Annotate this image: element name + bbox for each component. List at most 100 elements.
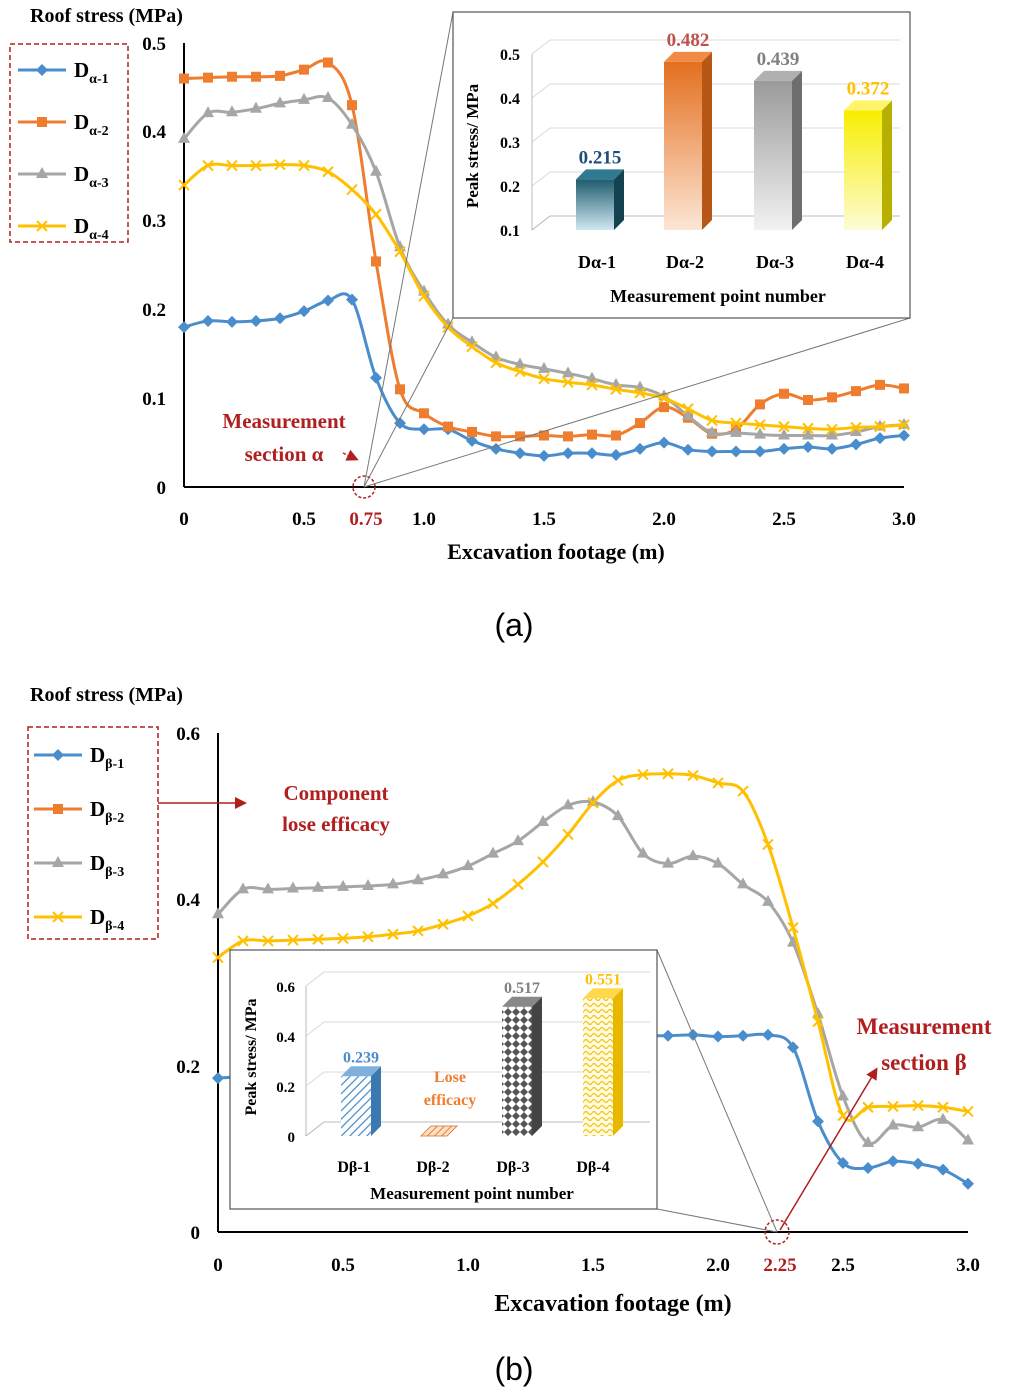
- panel-a-y-tick: 0.2: [142, 300, 166, 321]
- panel-b-inset-category: Dβ-3: [496, 1159, 529, 1176]
- panel-a-series-point-2: [659, 402, 669, 413]
- panel-b-series-point-1: [887, 1155, 899, 1168]
- panel-b-series-point-4: [262, 935, 274, 947]
- panel-a-inset-value-label: 0.372: [847, 78, 890, 99]
- panel-b-series-point-4: [712, 777, 724, 789]
- panel-a-series-point-2: [851, 386, 861, 397]
- panel-a-series-point-2: [419, 408, 429, 419]
- panel-b-series-point-4: [862, 1101, 874, 1113]
- panel-a-legend-label-3: Dα-3: [74, 162, 109, 191]
- panel-b-series-point-3: [412, 873, 424, 885]
- panel-b-inset-lose-line2: efficacy: [424, 1092, 476, 1109]
- panel-b-series-point-3: [837, 1089, 849, 1101]
- panel-b-series-point-3: [912, 1120, 924, 1132]
- panel-b-series-point-4: [612, 774, 624, 787]
- panel-b-inset-y-tick: 0: [288, 1130, 296, 1146]
- panel-a-series-point-3: [562, 366, 574, 378]
- panel-a-inset-y-tick: 0.4: [500, 91, 520, 108]
- panel-a-series-point-2: [611, 430, 621, 441]
- panel-a-series-point-2: [875, 379, 885, 390]
- panel-b-series-point-4: [737, 785, 749, 797]
- panel-a-x-tick: 0.5: [292, 509, 316, 530]
- panel-a-series-point-1: [466, 434, 478, 447]
- panel-a-series-point-1: [226, 315, 238, 328]
- panel-a-inset-value-label: 0.439: [757, 49, 800, 70]
- panel-b-series-point-1: [787, 1041, 799, 1054]
- panel-a-series-point-4: [298, 159, 310, 172]
- panel-a-series-point-2: [371, 256, 381, 267]
- panel-a-inset-y-tick: 0.3: [500, 135, 520, 152]
- panel-a-inset-bar-side: [792, 70, 802, 230]
- panel-b-x-tick: 0: [213, 1255, 223, 1276]
- panel-b-series-point-4: [637, 768, 649, 781]
- panel-a-series-point-1: [730, 445, 742, 458]
- panel-b-series-point-4: [562, 828, 574, 841]
- panel-a-series-point-2: [539, 430, 549, 441]
- panel-a-series-point-4: [826, 423, 838, 435]
- panel-a-legend-marker-1: [36, 64, 48, 76]
- panel-a-annotation-line2: section α: [245, 442, 324, 466]
- panel-a-series-point-2: [347, 100, 357, 111]
- panel-a-x-title: Excavation footage (m): [447, 539, 665, 564]
- panel-b-y-tick: 0: [191, 1223, 201, 1244]
- panel-a-series-group: [178, 57, 910, 462]
- panel-a-y-tick: 0.3: [142, 211, 166, 232]
- panel-b-y-title: Roof stress (MPa): [30, 684, 183, 706]
- panel-b-series-point-3: [712, 856, 724, 868]
- panel-b-series-point-3: [687, 849, 699, 861]
- panel-a-series-point-1: [850, 438, 862, 451]
- panel-a-series-point-4: [850, 421, 862, 434]
- panel-b-series-point-4: [412, 925, 424, 937]
- panel-a-x-tick: 2.5: [772, 509, 796, 530]
- panel-b-series-point-4: [312, 933, 324, 945]
- panel-b-series-point-1: [812, 1115, 824, 1128]
- panel-a-series-point-4: [322, 166, 334, 178]
- panel-b-legend-label-4: Dβ-4: [90, 905, 124, 934]
- panel-a-series-point-3: [226, 105, 238, 117]
- panel-a-series-point-2: [467, 426, 477, 437]
- panel-a-series-point-4: [562, 376, 574, 388]
- panel-a-series-point-1: [394, 417, 406, 430]
- panel-a-series-point-1: [802, 441, 814, 454]
- panel-a-series-point-1: [298, 305, 310, 318]
- panel-b-legend-label-2: Dβ-2: [90, 797, 124, 826]
- panel-b-series-point-1: [662, 1029, 674, 1042]
- panel-a-caption: (a): [494, 607, 533, 643]
- panel-a-series-point-4: [370, 208, 382, 221]
- panel-b-series-point-4: [687, 769, 699, 782]
- panel-a-inset-value-label: 0.482: [667, 30, 710, 51]
- panel-b-series-point-4: [587, 797, 599, 809]
- panel-b-series-point-3: [212, 907, 224, 919]
- panel-a-y-tick: 0.1: [142, 389, 166, 410]
- panel-a-series-point-1: [898, 429, 910, 442]
- panel-a-series-point-3: [538, 361, 550, 373]
- panel-b-inset-bar-side: [532, 996, 542, 1136]
- panel-a-y-tick: 0.4: [142, 122, 166, 143]
- panel-b-series-point-3: [962, 1133, 974, 1145]
- panel-a-y-tick: 0: [157, 478, 167, 499]
- panel-a-series-point-1: [586, 447, 598, 460]
- panel-a-legend: Dα-1 Dα-2 Dα-3 Dα-4: [18, 58, 109, 243]
- panel-b-series-point-4: [537, 856, 549, 868]
- panel-b-y-tick: 0.4: [176, 890, 200, 911]
- panel-b-series-point-3: [887, 1118, 899, 1130]
- panel-b-series-point-1: [712, 1030, 724, 1043]
- panel-a-zoom-line: [363, 317, 911, 488]
- panel-a-series-point-3: [706, 425, 718, 437]
- panel-b-section-line1: Measurement: [857, 1014, 992, 1039]
- panel-a-inset: 0.1 0.2 0.3 0.4 0.5 Peak stress/ MPa 0.2…: [452, 11, 911, 319]
- panel-b-inset: 0 0.2 0.4 0.6 Peak stress/ MPa 0.239 0.51…: [229, 949, 658, 1210]
- panel-a-series-point-1: [418, 423, 430, 436]
- panel-a-series-point-1: [346, 293, 358, 306]
- panel-b-series-point-3: [612, 809, 624, 821]
- panel-a-annotation-arrow: [342, 449, 359, 461]
- panel-b-legend-marker-4: [52, 911, 64, 923]
- panel-a-inset-value-label: 0.215: [579, 147, 622, 168]
- panel-b-inset-y-title: Peak stress/ MPa: [243, 998, 260, 1115]
- panel-a-series-point-1: [874, 432, 886, 445]
- panel-a-series-point-2: [827, 392, 837, 403]
- panel-a-series-point-1: [250, 314, 262, 327]
- panel-b-series-point-4: [462, 910, 474, 922]
- panel-a-series-point-3: [274, 96, 286, 108]
- panel-b-series-point-3: [587, 795, 599, 807]
